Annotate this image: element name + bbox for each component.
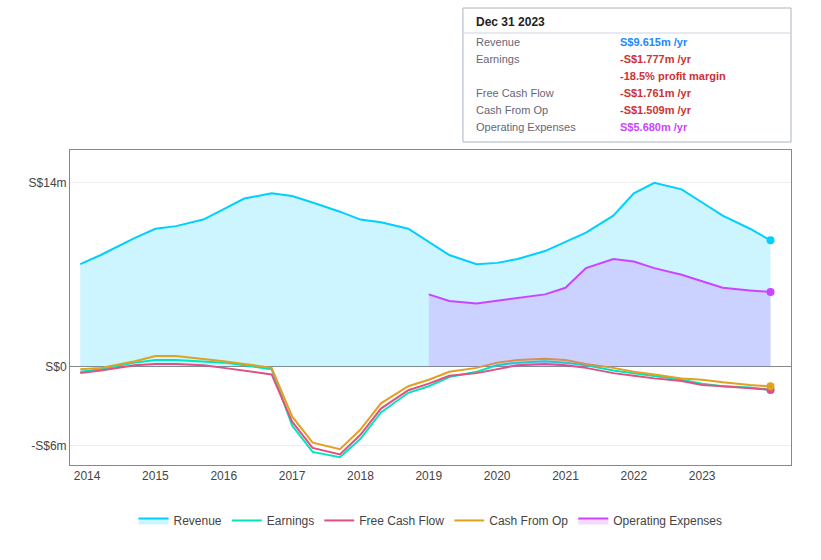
svg-text:S$5.680m /yr: S$5.680m /yr <box>620 121 688 133</box>
svg-text:Cash From Op: Cash From Op <box>489 514 568 528</box>
svg-text:Dec 31 2023: Dec 31 2023 <box>476 15 545 29</box>
svg-text:-S$1.509m /yr: -S$1.509m /yr <box>620 104 692 116</box>
svg-text:-18.5% profit margin: -18.5% profit margin <box>620 70 726 82</box>
svg-text:S$0: S$0 <box>45 360 67 374</box>
svg-text:2017: 2017 <box>279 469 306 483</box>
svg-text:S$9.615m /yr: S$9.615m /yr <box>620 36 688 48</box>
svg-text:2014: 2014 <box>74 469 101 483</box>
svg-text:2015: 2015 <box>142 469 169 483</box>
svg-text:Revenue: Revenue <box>476 36 520 48</box>
svg-text:-S$6m: -S$6m <box>31 439 66 453</box>
svg-text:2021: 2021 <box>552 469 579 483</box>
svg-text:Cash From Op: Cash From Op <box>476 104 548 116</box>
svg-text:2023: 2023 <box>689 469 716 483</box>
svg-text:Revenue: Revenue <box>174 514 222 528</box>
svg-text:2022: 2022 <box>620 469 647 483</box>
svg-text:2018: 2018 <box>347 469 374 483</box>
svg-text:2019: 2019 <box>415 469 442 483</box>
svg-text:Free Cash Flow: Free Cash Flow <box>359 514 444 528</box>
svg-text:Free Cash Flow: Free Cash Flow <box>476 87 554 99</box>
svg-text:2016: 2016 <box>210 469 237 483</box>
svg-text:-S$1.761m /yr: -S$1.761m /yr <box>620 87 692 99</box>
svg-text:S$14m: S$14m <box>29 176 67 190</box>
svg-text:2020: 2020 <box>484 469 511 483</box>
svg-text:Earnings: Earnings <box>267 514 314 528</box>
svg-text:-S$1.777m /yr: -S$1.777m /yr <box>620 53 692 65</box>
svg-text:Earnings: Earnings <box>476 53 520 65</box>
svg-text:Operating Expenses: Operating Expenses <box>613 514 722 528</box>
svg-text:Operating Expenses: Operating Expenses <box>476 121 576 133</box>
